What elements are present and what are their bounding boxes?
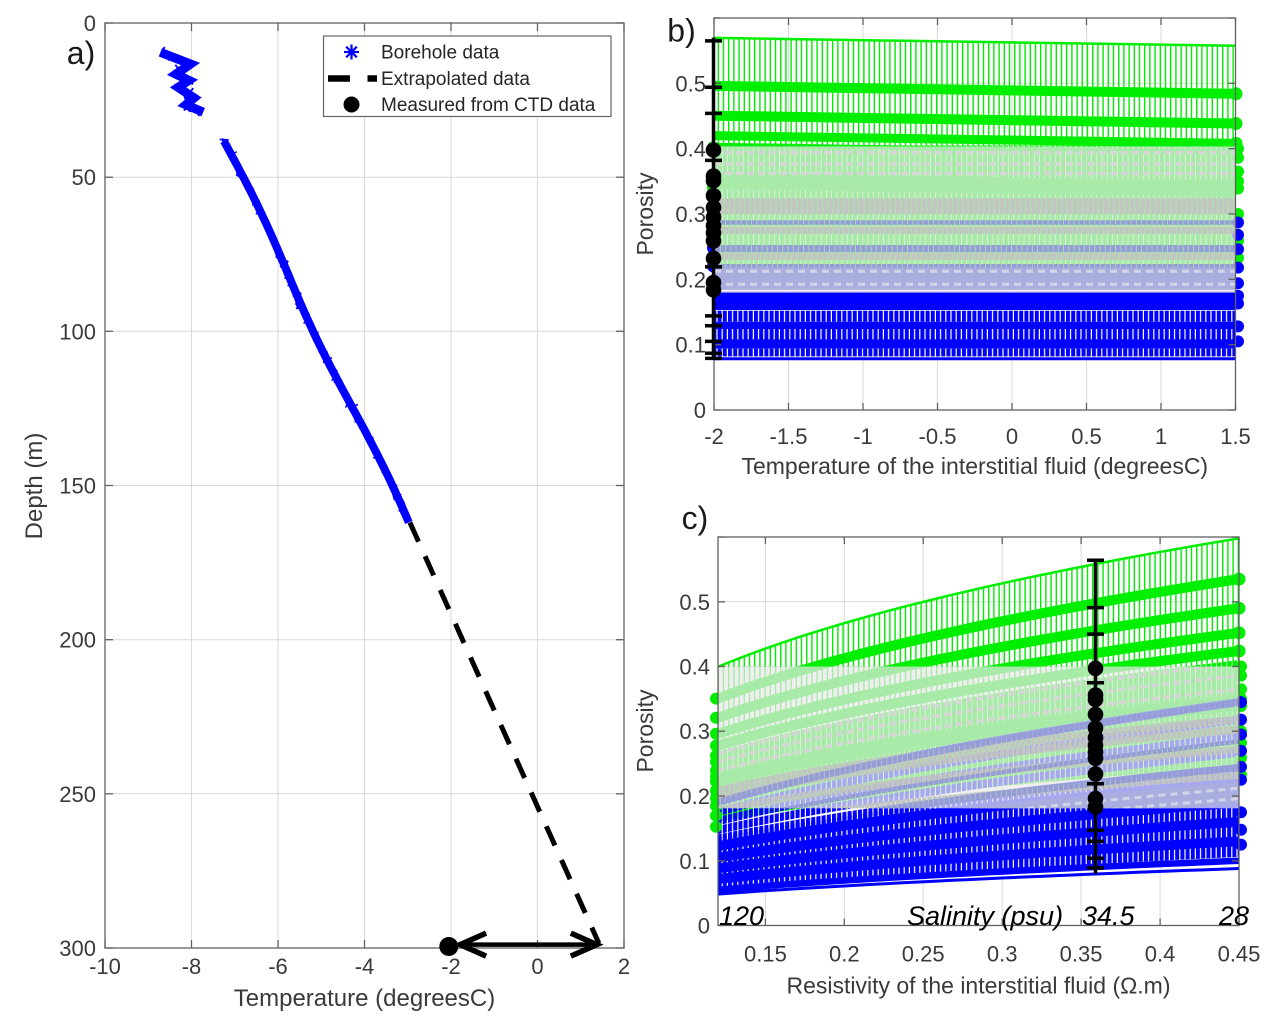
svg-text:250: 250 [59, 782, 96, 807]
svg-text:120: 120 [719, 901, 764, 931]
svg-text:Measured from CTD data: Measured from CTD data [381, 95, 596, 116]
svg-text:-4: -4 [355, 954, 375, 979]
svg-text:28: 28 [1218, 901, 1249, 931]
svg-text:0.45: 0.45 [1218, 942, 1261, 967]
svg-text:0: 0 [1006, 424, 1018, 449]
svg-text:0.1: 0.1 [679, 849, 710, 874]
svg-text:-8: -8 [182, 954, 202, 979]
svg-text:0.5: 0.5 [675, 71, 706, 96]
svg-text:100: 100 [59, 319, 96, 344]
svg-text:a): a) [67, 35, 95, 71]
svg-text:300: 300 [59, 936, 96, 961]
svg-text:1: 1 [1155, 424, 1167, 449]
svg-text:0.4: 0.4 [679, 655, 710, 680]
svg-text:-1.5: -1.5 [770, 424, 808, 449]
svg-text:0.2: 0.2 [829, 942, 860, 967]
svg-text:0.5: 0.5 [1071, 424, 1102, 449]
svg-text:0.3: 0.3 [675, 202, 706, 227]
svg-text:Porosity: Porosity [632, 689, 658, 773]
svg-text:0.5: 0.5 [679, 590, 710, 615]
svg-text:Resistivity of the interstitia: Resistivity of the interstitial fluid (Ω… [786, 973, 1170, 999]
svg-text:c): c) [682, 500, 709, 536]
svg-text:0: 0 [84, 11, 96, 36]
svg-text:0.2: 0.2 [675, 267, 706, 292]
svg-text:0.4: 0.4 [675, 137, 706, 162]
svg-text:200: 200 [59, 628, 96, 653]
svg-text:0: 0 [694, 398, 706, 423]
svg-text:Salinity (psu): Salinity (psu) [907, 901, 1063, 931]
svg-text:0.35: 0.35 [1060, 942, 1103, 967]
svg-text:Extrapolated data: Extrapolated data [381, 69, 530, 90]
svg-text:0.3: 0.3 [679, 719, 710, 744]
svg-text:2: 2 [618, 954, 630, 979]
svg-text:-6: -6 [268, 954, 288, 979]
svg-text:Depth (m): Depth (m) [21, 433, 48, 540]
svg-text:50: 50 [72, 165, 96, 190]
svg-text:0: 0 [698, 914, 710, 939]
svg-text:0.15: 0.15 [744, 942, 787, 967]
svg-text:Temperature (degreesC): Temperature (degreesC) [234, 985, 495, 1012]
svg-text:0.25: 0.25 [902, 942, 945, 967]
svg-text:1.5: 1.5 [1220, 424, 1251, 449]
svg-text:-10: -10 [89, 954, 121, 979]
svg-text:b): b) [667, 13, 695, 49]
svg-text:-2: -2 [441, 954, 461, 979]
svg-text:0.3: 0.3 [987, 942, 1018, 967]
svg-text:150: 150 [59, 474, 96, 499]
svg-text:Porosity: Porosity [632, 172, 658, 256]
svg-text:-0.5: -0.5 [919, 424, 957, 449]
svg-text:Temperature of the interstitia: Temperature of the interstitial fluid (d… [741, 453, 1208, 479]
svg-text:34.5: 34.5 [1082, 901, 1136, 931]
svg-text:-2: -2 [704, 424, 724, 449]
svg-text:0.1: 0.1 [675, 333, 706, 358]
svg-text:0: 0 [531, 954, 543, 979]
svg-text:-1: -1 [853, 424, 873, 449]
svg-text:0.2: 0.2 [679, 784, 710, 809]
svg-text:0.4: 0.4 [1145, 942, 1176, 967]
svg-text:Borehole data: Borehole data [381, 43, 500, 64]
